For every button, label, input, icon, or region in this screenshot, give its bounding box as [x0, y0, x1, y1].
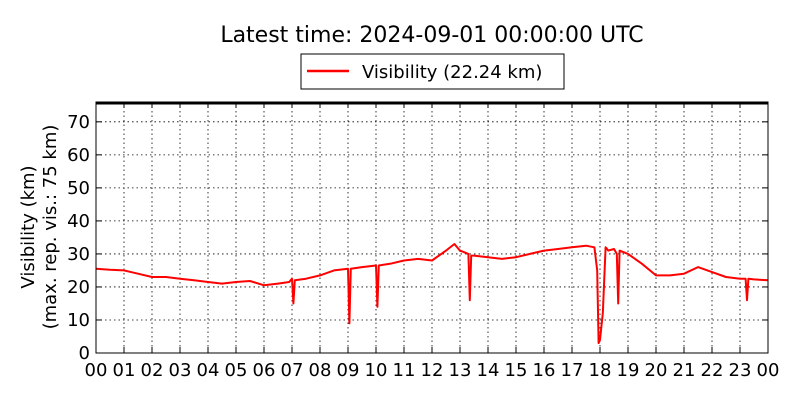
series-line	[95, 243, 769, 345]
x-tick-label: 14	[477, 360, 500, 381]
x-tick-label: 22	[701, 360, 724, 381]
x-tick-label: 19	[617, 360, 640, 381]
x-tick-label: 11	[393, 360, 416, 381]
x-tick-label: 17	[561, 360, 584, 381]
y-tick-label: 30	[67, 244, 90, 265]
y-axis-label-line2: (max. rep. vis.: 75 km)	[40, 125, 61, 330]
x-tick-label: 15	[505, 360, 528, 381]
y-tick-label: 10	[67, 310, 90, 331]
x-tick-label: 12	[421, 360, 444, 381]
series-group	[95, 243, 769, 345]
x-tick-label: 09	[337, 360, 360, 381]
x-tick-label: 21	[673, 360, 696, 381]
x-tick-label: 07	[281, 360, 304, 381]
x-tick-label: 05	[225, 360, 248, 381]
y-tick-label: 50	[67, 178, 90, 199]
x-tick-label: 04	[197, 360, 220, 381]
x-tick-label: 23	[729, 360, 752, 381]
y-tick-label: 20	[67, 277, 90, 298]
legend-label: Visibility (22.24 km)	[362, 62, 542, 83]
y-axis-label-line1: Visibility (km)	[18, 165, 39, 288]
y-tick-label: 40	[67, 211, 90, 232]
x-tick-label: 18	[589, 360, 612, 381]
chart-title: Latest time: 2024-09-01 00:00:00 UTC	[220, 23, 643, 48]
x-tick-label: 13	[449, 360, 472, 381]
y-tick-label: 0	[79, 343, 90, 364]
x-tick-label: 16	[533, 360, 556, 381]
x-tick-label: 06	[253, 360, 276, 381]
plot-frame	[95, 101, 769, 354]
x-tick-label: 20	[645, 360, 668, 381]
y-tick-label: 60	[67, 145, 90, 166]
legend: Visibility (22.24 km)	[300, 53, 565, 90]
x-tick-label: 00	[85, 360, 108, 381]
x-tick-label: 00	[757, 360, 780, 381]
x-tick-label: 08	[309, 360, 332, 381]
x-tick-label: 03	[169, 360, 192, 381]
x-tick-label: 02	[141, 360, 164, 381]
y-tick-label: 70	[67, 112, 90, 133]
x-tick-label: 01	[113, 360, 136, 381]
grid	[96, 102, 768, 353]
x-tick-label: 10	[365, 360, 388, 381]
